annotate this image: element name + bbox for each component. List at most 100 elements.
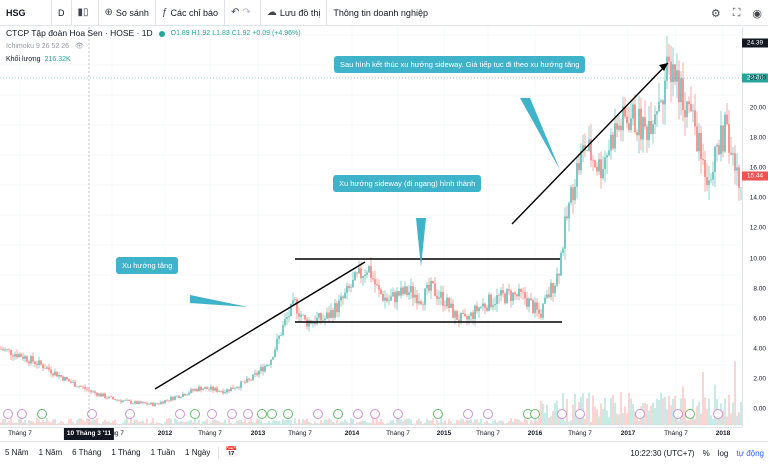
dividend-marker — [353, 409, 363, 419]
gear-icon[interactable]: ⚙ — [710, 7, 721, 20]
volume-bar — [0, 422, 2, 425]
time-label: 2015 — [436, 430, 452, 437]
volume-bar — [452, 423, 454, 425]
candle-body — [530, 298, 532, 301]
range-button[interactable]: 1 Ngày — [185, 448, 211, 457]
candle-body — [40, 360, 42, 365]
volume-bar — [534, 419, 536, 425]
candle-body — [498, 295, 500, 296]
time-axis[interactable]: Tháng 7 Tháng 7 2012 Tháng 7 2013 Tháng 7 2014… — [0, 427, 742, 440]
candle-body — [200, 386, 202, 391]
volume-bar — [550, 416, 552, 425]
symbol-search[interactable]: HSG — [0, 0, 52, 26]
price-axis[interactable]: 24.39 22.00 15.44 22.00 20.00 18.00 16.00 14… — [742, 27, 768, 427]
volume-bar — [706, 409, 708, 425]
volume-bar — [620, 392, 622, 425]
volume-bar — [150, 422, 152, 425]
candle-body — [440, 291, 442, 298]
volume-bar — [384, 423, 386, 425]
volume-bar — [298, 419, 300, 425]
save-label: Lưu đồ thị — [279, 7, 321, 18]
candle-body — [528, 298, 530, 307]
candle-body — [52, 373, 54, 376]
percent-toggle[interactable]: % — [702, 448, 710, 458]
volume-bar — [494, 419, 496, 425]
volume-bar — [164, 422, 166, 425]
candle-body — [730, 152, 732, 155]
candle-body — [638, 108, 640, 136]
candle-body — [432, 280, 434, 284]
financials-button[interactable]: Thông tin doanh nghiệp — [327, 0, 434, 26]
volume-bar — [250, 418, 252, 425]
cloud-icon: ☁ — [266, 7, 277, 18]
volume-bar — [686, 420, 688, 425]
range-button[interactable]: 5 Năm — [5, 448, 29, 457]
volume-bar — [662, 398, 664, 425]
indicators-button[interactable]: ƒ Các chỉ báo — [156, 0, 226, 26]
compare-button[interactable]: ⊕ So sánh — [99, 0, 156, 26]
volume-bar — [84, 421, 86, 425]
volume-bar — [42, 419, 44, 425]
volume-bar — [46, 418, 48, 425]
candle-body — [250, 379, 252, 381]
auto-toggle[interactable]: tự động — [736, 448, 764, 458]
eye-icon[interactable]: 👁 — [75, 43, 84, 50]
undo-icon[interactable]: ↶ — [231, 7, 240, 18]
dividend-marker — [575, 409, 585, 419]
fullscreen-icon[interactable]: ⛶ — [732, 6, 741, 19]
chart-type-button[interactable]: ▮▯ — [72, 0, 99, 26]
range-button[interactable]: 1 Năm — [38, 448, 63, 457]
calendar-icon[interactable]: 📅 — [225, 447, 238, 458]
candle-body — [232, 387, 234, 389]
candle-body — [258, 371, 260, 375]
volume-bar — [226, 423, 228, 425]
volume-bar — [572, 404, 574, 425]
volume-bar — [354, 423, 356, 425]
candle-body — [24, 356, 26, 359]
volume-bar — [92, 419, 94, 425]
volume-bar — [600, 403, 602, 425]
volume-bar — [340, 421, 342, 425]
candle-body — [684, 110, 686, 118]
range-button[interactable]: 6 Tháng — [72, 448, 102, 457]
candle-body — [706, 177, 708, 186]
candle-body — [116, 399, 118, 401]
earnings-marker — [37, 409, 47, 419]
volume-bar — [136, 419, 138, 425]
ohlc-values: O1.89 H1.92 L1.83 C1.92 +0.09 (+4.96%) — [170, 30, 301, 37]
volume-bar — [632, 404, 634, 425]
candle-body — [326, 312, 328, 319]
volume-bar — [332, 421, 334, 425]
candle-body — [210, 386, 212, 390]
candlesticks — [0, 35, 742, 407]
volume-bar — [610, 397, 612, 425]
volume-bar — [60, 421, 62, 425]
candle-body — [314, 321, 316, 324]
volume-bar — [266, 423, 268, 425]
price-label: 10.00 — [749, 255, 766, 262]
redo-icon[interactable]: ↷ — [242, 7, 251, 18]
time-label: 2018 — [715, 430, 731, 437]
volume-bar — [112, 420, 114, 425]
volume-bar — [162, 423, 164, 425]
legend-ichimoku[interactable]: Ichimoku 9 26 52 26 👁 — [6, 40, 301, 53]
interval-button[interactable]: D — [52, 0, 72, 26]
camera-icon[interactable]: ◉ — [752, 7, 762, 20]
log-toggle[interactable]: log — [717, 448, 729, 458]
candle-body — [646, 126, 648, 141]
volume-bar — [328, 418, 330, 425]
range-button[interactable]: 1 Tháng — [111, 448, 141, 457]
volume-bar — [368, 422, 370, 425]
candle-body — [508, 289, 510, 291]
candle-body — [96, 392, 98, 396]
candle-body — [464, 313, 466, 317]
save-button[interactable]: ☁ Lưu đồ thị — [261, 0, 328, 26]
legend-volume[interactable]: Khối lượng 216.32K — [6, 53, 301, 66]
volume-bar — [218, 421, 220, 425]
candle-body — [302, 314, 304, 316]
price-chart[interactable] — [0, 27, 742, 427]
sideway-callout: Xu hướng sideway (đi ngang) hình thành — [333, 175, 482, 192]
volume-bar — [2, 418, 4, 425]
range-button[interactable]: 1 Tuần — [150, 448, 176, 457]
volume-bar — [598, 416, 600, 425]
